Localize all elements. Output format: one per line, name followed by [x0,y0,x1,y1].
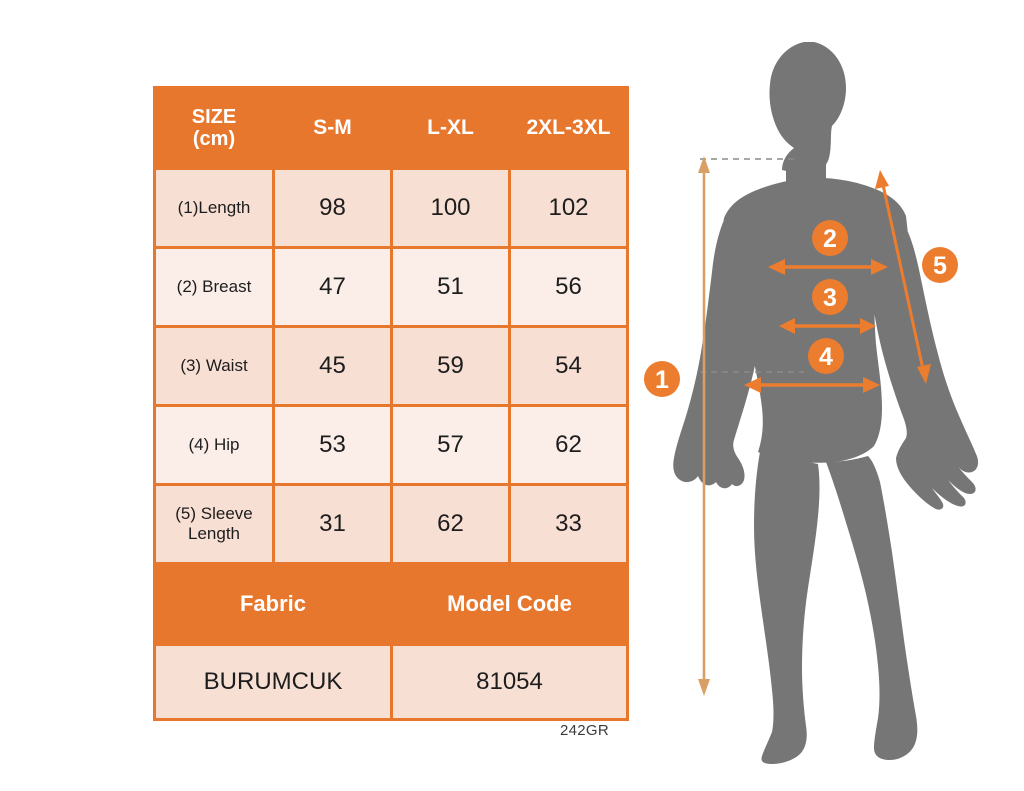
table-row-breast: (2) Breast 47 51 56 [153,246,629,328]
badge-circle-3 [812,279,848,315]
cell-hip-lxl: 57 [390,404,511,486]
badge-label-5: 5 [933,252,947,280]
header-cell-lxl: L-XL [390,86,511,170]
weight-note: 242GR [560,722,610,739]
cell-waist-2xl3xl: 54 [508,325,629,407]
table-row-sleeve-length: (5) Sleeve Length 31 62 33 [153,483,629,565]
cell-sleeve-sm: 31 [272,483,393,565]
header-cell-2xl3xl: 2XL-3XL [508,86,629,170]
cell-hip-sm: 53 [272,404,393,486]
arrow-head-4-left [744,377,761,393]
measurement-figure-panel: 1 2 3 4 5 [636,34,1014,764]
badge-label-2: 2 [823,225,837,253]
header-cell-sm: S-M [272,86,393,170]
row-label-length: (1)Length [153,167,275,249]
table-header-row: SIZE (cm) S-M L-XL 2XL-3XL [153,86,629,170]
badge-3-waist: 3 [812,279,848,315]
table-footer-value-row: BURUMCUK 81054 [153,643,629,721]
row-label-hip: (4) Hip [153,404,275,486]
size-chart-table: SIZE (cm) S-M L-XL 2XL-3XL (1)Length 98 … [153,86,629,721]
badge-label-3: 3 [823,284,837,312]
footer-value-model-code: 81054 [390,643,629,721]
measure-arrow-4-hip [744,377,880,393]
measure-arrow-5-sleeve [875,170,931,384]
arrow-head-3-right [860,318,876,334]
arrow-head-2-right [871,259,888,275]
measure-arrow-1-length [698,156,804,696]
cell-waist-sm: 45 [272,325,393,407]
row-label-breast: (2) Breast [153,246,275,328]
table-row-length: (1)Length 98 100 102 [153,167,629,249]
measure-arrow-2-breast [768,259,888,275]
arrow-head-1-top [698,156,710,173]
badge-2-breast: 2 [812,220,848,256]
cell-breast-2xl3xl: 56 [508,246,629,328]
badge-5-sleeve: 5 [922,247,958,283]
header-cell-size: SIZE (cm) [153,86,275,170]
arrow-head-4-right [863,377,880,393]
badge-1-length: 1 [644,361,680,397]
arrow-head-2-left [768,259,785,275]
badge-label-1: 1 [655,366,669,394]
badge-circle-2 [812,220,848,256]
row-label-sleeve-length: (5) Sleeve Length [153,483,275,565]
cell-breast-sm: 47 [272,246,393,328]
cell-length-2xl3xl: 102 [508,167,629,249]
arrow-head-1-bottom [698,679,710,696]
measure-arrow-3-waist [779,318,876,334]
badge-circle-1 [644,361,680,397]
header-size-title: SIZE [191,105,237,128]
measurement-figure-svg: 1 2 3 4 5 [644,42,979,764]
female-silhouette-icon [673,42,979,764]
arrow-head-5-top [875,170,889,189]
badge-circle-4 [808,338,844,374]
cell-waist-lxl: 59 [390,325,511,407]
footer-value-fabric: BURUMCUK [153,643,393,721]
cell-breast-lxl: 51 [390,246,511,328]
badge-circle-5 [922,247,958,283]
header-size-unit: (cm) [192,128,236,150]
footer-label-model-code: Model Code [390,562,629,646]
arrow-shaft-5 [880,179,926,375]
badge-label-4: 4 [819,343,833,371]
footer-label-fabric: Fabric [153,562,393,646]
arrow-head-5-bottom [917,364,931,384]
cell-length-lxl: 100 [390,167,511,249]
cell-sleeve-2xl3xl: 33 [508,483,629,565]
table-row-waist: (3) Waist 45 59 54 [153,325,629,407]
row-label-waist: (3) Waist [153,325,275,407]
cell-hip-2xl3xl: 62 [508,404,629,486]
table-footer-header-row: Fabric Model Code [153,562,629,646]
badge-4-hip: 4 [808,338,844,374]
arrow-head-3-left [779,318,795,334]
cell-sleeve-lxl: 62 [390,483,511,565]
cell-length-sm: 98 [272,167,393,249]
table-row-hip: (4) Hip 53 57 62 [153,404,629,486]
